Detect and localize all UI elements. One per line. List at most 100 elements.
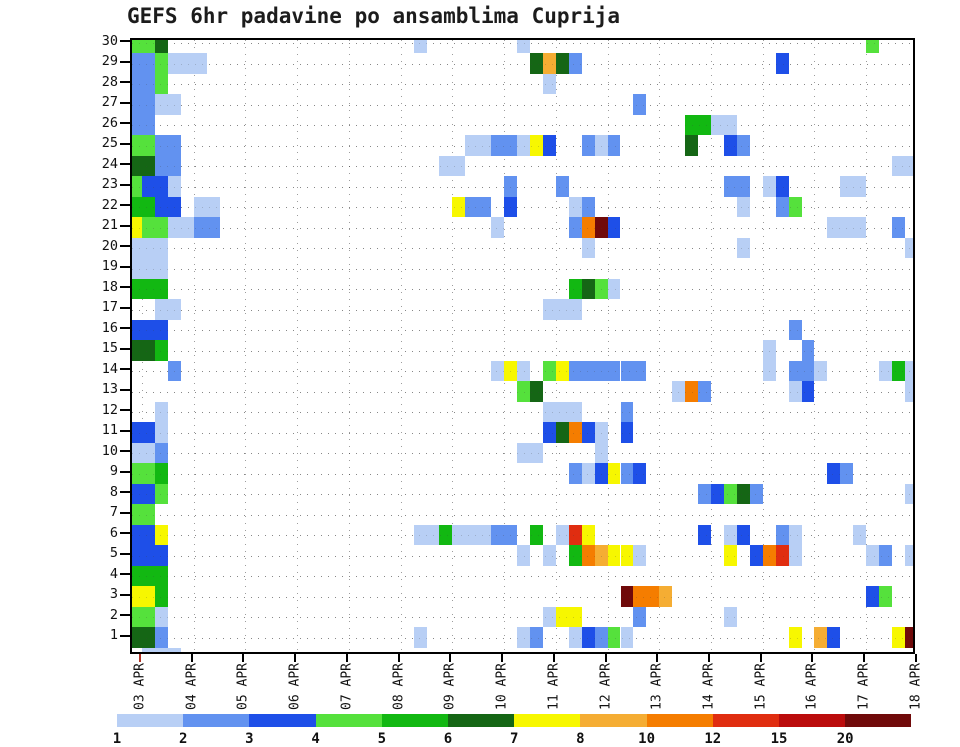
y-axis-tick: [120, 388, 130, 391]
heatmap-cell: [775, 524, 789, 546]
heatmap-cell: [866, 545, 880, 566]
heatmap-cell: [167, 360, 181, 382]
y-axis-tick: [120, 368, 130, 370]
horizontal-gridline: [132, 596, 913, 598]
heatmap-cell: [633, 606, 647, 628]
colorbar-segment: [315, 714, 382, 727]
heatmap-cell: [607, 463, 621, 484]
heatmap-cell: [568, 53, 582, 74]
y-axis-label: 2: [109, 606, 118, 623]
heatmap-cell: [827, 627, 841, 648]
x-axis-label: 13 APR: [649, 663, 665, 710]
x-axis-label: 04 APR: [184, 663, 200, 710]
heatmap-cell: [905, 381, 913, 402]
x-axis-label: 03 APR: [132, 663, 148, 710]
heatmap-cell: [555, 524, 569, 546]
heatmap-cell: [892, 217, 905, 238]
x-axis-tick: [242, 654, 245, 662]
heatmap-cell: [646, 586, 660, 607]
y-axis-label: 3: [109, 586, 118, 602]
x-axis-label: 06 APR: [287, 663, 303, 710]
colorbar-label: 8: [576, 731, 585, 747]
heatmap-cell: [762, 340, 776, 361]
heatmap-cell: [504, 176, 518, 197]
y-axis-label: 12: [101, 401, 118, 418]
colorbar-label: 5: [377, 731, 387, 747]
chart-title: GEFS 6hr padavine po ansamblima Cuprija: [127, 4, 621, 28]
heatmap-cell: [620, 463, 634, 484]
heatmap-cell: [142, 442, 155, 464]
y-axis-tick: [120, 491, 130, 493]
heatmap-cell: [132, 524, 142, 546]
heatmap-cell: [193, 53, 207, 74]
horizontal-gridline: [132, 248, 913, 249]
horizontal-gridline: [132, 473, 913, 475]
horizontal-gridline: [132, 535, 913, 536]
colorbar-label: 20: [836, 731, 854, 747]
heatmap-cell: [736, 237, 750, 259]
x-axis-tick: [449, 654, 452, 662]
x-axis-tick: [552, 654, 555, 662]
heatmap-cell: [439, 524, 453, 546]
y-axis-label: 17: [101, 299, 118, 315]
heatmap-cell: [620, 627, 634, 648]
heatmap-cell: [529, 442, 543, 464]
y-axis-tick: [120, 60, 130, 63]
y-axis-tick: [120, 429, 130, 432]
heatmap-cell: [154, 73, 168, 95]
heatmap-cell: [478, 196, 492, 218]
heatmap-cell: [132, 319, 142, 341]
heatmap-cell: [814, 360, 828, 382]
heatmap-cell: [154, 422, 168, 443]
colorbar-segment: [580, 714, 647, 727]
heatmap-cell: [568, 422, 582, 443]
colorbar-segment: [712, 714, 779, 727]
y-axis-tick: [120, 634, 130, 637]
heatmap-cell: [775, 53, 789, 74]
heatmap-cell: [142, 155, 155, 177]
colorbar-segment: [183, 714, 250, 727]
heatmap-cell: [788, 545, 802, 566]
heatmap-cell: [814, 627, 828, 648]
y-axis-tick: [120, 409, 130, 411]
heatmap-cell: [132, 217, 142, 238]
heatmap-cell: [581, 627, 595, 648]
heatmap-cell: [132, 606, 142, 628]
heatmap-cell: [762, 360, 776, 382]
heatmap-cell: [607, 545, 621, 566]
heatmap-cell: [491, 524, 505, 546]
heatmap-cell: [905, 155, 913, 177]
heatmap-cell: [853, 217, 867, 238]
heatmap-cell: [167, 196, 181, 218]
heatmap-cell: [504, 196, 518, 218]
y-axis-label: 13: [101, 381, 118, 397]
heatmap-cell: [762, 545, 776, 566]
colorbar-label: 3: [245, 731, 254, 747]
vertical-gridline: [504, 40, 506, 652]
heatmap-cell: [594, 278, 608, 300]
heatmap-cell: [529, 627, 543, 648]
heatmap-cell: [154, 299, 168, 320]
y-axis-tick: [120, 183, 130, 186]
heatmap-cell: [749, 483, 763, 505]
heatmap-cell: [154, 135, 168, 156]
heatmap-cell: [167, 53, 181, 74]
vertical-gridline: [400, 40, 402, 652]
heatmap-cell: [594, 545, 608, 566]
heatmap-cell: [517, 627, 530, 648]
x-axis-label: 08 APR: [391, 663, 407, 710]
horizontal-gridline: [132, 84, 913, 85]
heatmap-cell: [594, 360, 608, 382]
heatmap-cell: [132, 176, 142, 197]
y-axis-label: 9: [109, 463, 118, 479]
heatmap-cell: [132, 114, 142, 136]
x-axis-label: 09 APR: [442, 663, 458, 710]
heatmap-cell: [685, 381, 699, 402]
y-axis-label: 6: [109, 524, 118, 541]
y-axis-tick: [120, 265, 130, 268]
heatmap-cell: [142, 319, 155, 341]
heatmap-cell: [659, 586, 673, 607]
y-axis-tick: [120, 593, 130, 596]
x-axis-label: 14 APR: [701, 663, 717, 710]
heatmap-cell: [788, 524, 802, 546]
